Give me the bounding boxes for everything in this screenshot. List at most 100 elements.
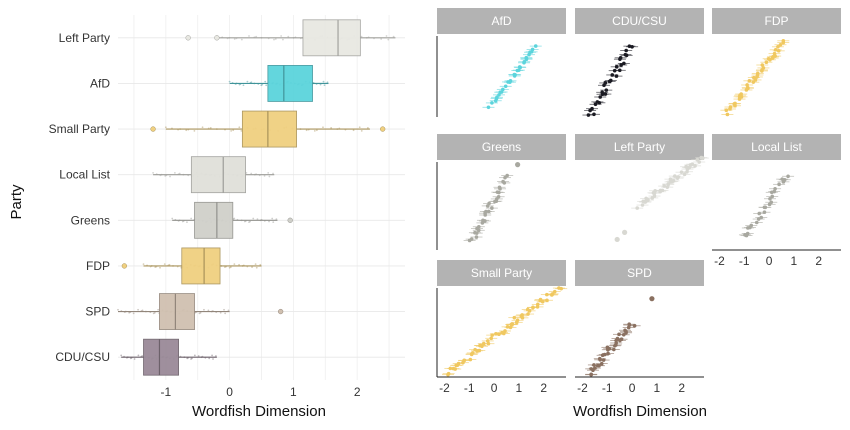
box-afd	[228, 65, 329, 102]
data-point	[485, 339, 490, 343]
jitter-point	[322, 80, 325, 83]
data-point	[745, 83, 749, 87]
jitter-point	[190, 217, 193, 220]
jitter-point	[204, 356, 207, 359]
data-point	[503, 84, 508, 89]
data-point	[595, 100, 600, 104]
jitter-point	[172, 265, 174, 267]
data-point	[586, 113, 591, 117]
jitter-point	[137, 308, 139, 311]
box-body	[267, 65, 313, 102]
facet-x-tick-label: 0	[491, 381, 498, 395]
jitter-point	[365, 36, 368, 39]
jitter-point	[323, 84, 326, 87]
jitter-point	[267, 37, 270, 40]
jitter-point	[178, 219, 181, 222]
facet-x-tick-label: 0	[629, 381, 636, 395]
jitter-point	[142, 263, 145, 266]
data-point	[732, 102, 737, 106]
jitter-point	[228, 36, 231, 39]
data-point	[615, 336, 620, 341]
jitter-point	[168, 263, 171, 266]
facet-greens: Greens	[436, 134, 566, 250]
jitter-point	[225, 265, 228, 268]
jitter-point	[326, 81, 329, 84]
jitter-point	[120, 354, 123, 357]
jitter-point	[292, 36, 295, 39]
jitter-point	[243, 220, 246, 223]
facet-x-tick-label: 0	[766, 254, 773, 268]
jitter-point	[187, 356, 190, 359]
data-point	[600, 90, 604, 95]
jitter-point	[132, 312, 135, 315]
jitter-point	[191, 357, 193, 360]
boxplot-x-tick-label: 0	[226, 385, 233, 399]
jitter-point	[282, 38, 284, 41]
facet-x-tick-label: -2	[439, 381, 450, 395]
data-point	[522, 59, 527, 64]
boxplot-y-tick-label: FDP	[86, 259, 110, 273]
boxplot-y-tick-label: SPD	[85, 305, 110, 319]
data-point	[535, 302, 540, 307]
jitter-point	[236, 218, 239, 221]
jitter-point	[238, 126, 241, 129]
data-point	[627, 322, 631, 327]
jitter-point	[233, 263, 236, 266]
data-point	[598, 358, 603, 362]
jitter-point	[174, 218, 177, 221]
jitter-point	[221, 36, 224, 39]
data-point	[749, 223, 754, 228]
data-point	[755, 71, 760, 76]
facet-strip	[712, 134, 841, 160]
data-point	[624, 329, 628, 334]
facet-x-tick-label: -2	[714, 254, 725, 268]
jitter-point	[246, 80, 249, 83]
jitter-point	[272, 221, 275, 224]
jitter-point	[253, 36, 256, 39]
jitter-point	[257, 83, 260, 85]
jitter-point	[152, 312, 155, 315]
jitter-point	[315, 83, 318, 85]
jitter-point	[171, 217, 174, 220]
jitter-point	[315, 129, 318, 132]
data-point	[627, 44, 632, 48]
data-point	[486, 341, 491, 346]
jitter-point	[360, 35, 363, 38]
box-small-party	[150, 110, 386, 148]
facet-local-list: Local List -2 -1 0 1 2	[712, 134, 841, 268]
facet-strip	[712, 8, 841, 34]
data-point	[512, 315, 517, 320]
jitter-point	[268, 175, 271, 178]
data-point	[760, 69, 764, 73]
boxplot-y-tick-label: Small Party	[49, 122, 110, 136]
data-point	[451, 366, 456, 371]
facet-afd: AfD	[436, 8, 566, 117]
jitter-point	[255, 35, 258, 38]
facet-strip	[575, 134, 704, 160]
jitter-point	[240, 219, 243, 222]
jitter-point	[244, 220, 247, 222]
jitter-point	[207, 127, 210, 130]
data-point	[665, 185, 670, 189]
outlier-point	[214, 35, 220, 41]
jitter-point	[152, 171, 154, 174]
data-point	[495, 190, 500, 194]
jitter-point	[254, 263, 257, 266]
data-point	[621, 333, 626, 337]
jitter-point	[305, 129, 308, 132]
facet-x-axis-title: Wordfish Dimension	[573, 403, 707, 420]
data-point	[550, 292, 555, 296]
facet-strip-label: Greens	[482, 140, 521, 154]
jitter-point	[179, 355, 182, 358]
data-point	[502, 181, 507, 185]
jitter-point	[149, 311, 152, 314]
data-point	[776, 45, 780, 49]
data-point	[760, 63, 765, 67]
data-point	[481, 218, 485, 223]
data-point	[671, 179, 676, 183]
jitter-point	[212, 358, 214, 360]
jitter-point	[182, 220, 185, 222]
data-point	[503, 329, 507, 333]
data-point	[776, 49, 781, 53]
